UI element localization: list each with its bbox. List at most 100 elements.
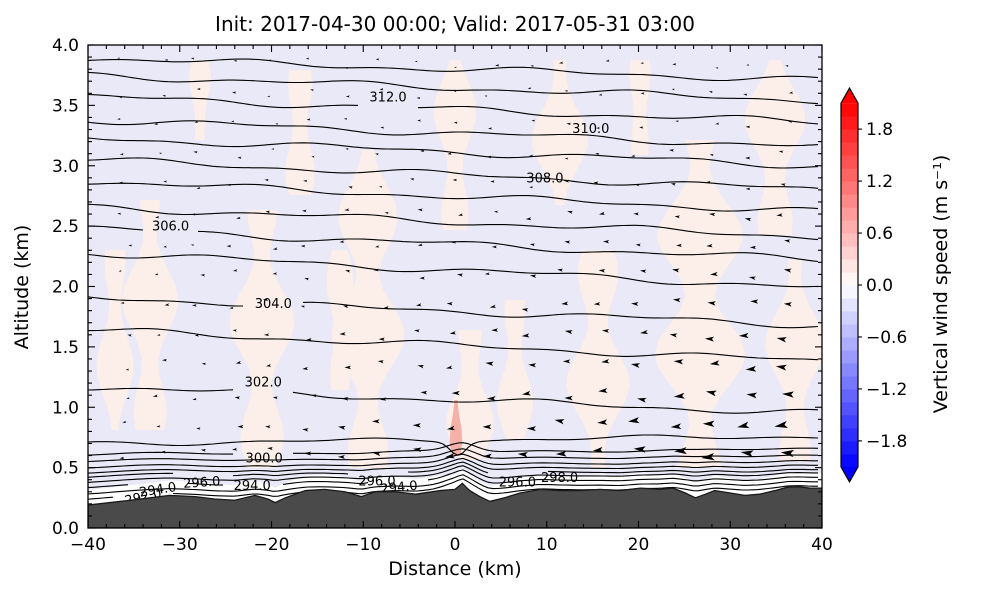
wind-arrow <box>709 154 714 157</box>
wind-arrow <box>272 272 278 275</box>
wind-arrow <box>234 396 241 400</box>
wind-arrow <box>746 392 758 399</box>
wind-arrow <box>562 359 571 364</box>
wind-arrow <box>192 397 197 401</box>
wind-arrow <box>566 122 571 126</box>
wind-arrow <box>521 308 529 312</box>
wind-arrow <box>345 95 350 98</box>
wind-arrow <box>375 153 379 156</box>
y-tick-label: 1.0 <box>52 398 79 418</box>
terrain-layer <box>88 482 822 528</box>
wind-arrow <box>640 62 644 64</box>
wind-arrow <box>674 215 680 219</box>
wind-arrow <box>453 121 458 124</box>
wind-arrow <box>710 271 718 277</box>
wind-arrow <box>564 90 569 92</box>
colorbar-segment <box>841 388 858 403</box>
x-tick-label: −10 <box>345 535 381 555</box>
contour-label: 306.0 <box>152 220 189 235</box>
wind-arrow <box>605 59 610 62</box>
theta-contour-309 <box>88 157 819 189</box>
wind-arrow <box>707 301 717 306</box>
wind-arrow <box>375 58 380 61</box>
wind-arrow <box>740 450 754 458</box>
wind-arrow <box>780 183 786 187</box>
wind-arrow <box>263 333 270 337</box>
updraft-streak <box>744 60 806 235</box>
wind-arrow <box>233 59 238 62</box>
wind-arrow <box>639 126 644 129</box>
x-tick-label: −20 <box>254 535 290 555</box>
theta-contour-292 <box>172 478 818 497</box>
wind-arrow <box>446 425 456 431</box>
wind-arrow <box>783 268 792 273</box>
wind-arrow <box>236 216 241 220</box>
wind-arrow <box>226 244 232 248</box>
theta-contour-296 <box>407 461 489 474</box>
updraft-streak <box>566 250 630 468</box>
wind-arrow <box>675 120 679 123</box>
wind-arrow <box>673 359 684 365</box>
wind-arrow <box>485 361 494 367</box>
wind-arrow <box>631 302 639 307</box>
theta-contour-304 <box>88 296 243 307</box>
wind-arrow <box>745 187 751 191</box>
theta-contour-307 <box>88 203 819 241</box>
wind-arrow <box>420 390 428 395</box>
shading-layer <box>88 45 822 528</box>
theta-contour-295 <box>88 465 818 483</box>
wind-arrow <box>784 239 791 243</box>
colorbar-segment <box>841 323 858 338</box>
wind-arrow <box>458 213 464 216</box>
colorbar-segment <box>841 116 858 130</box>
wind-arrow <box>637 397 647 403</box>
colorbar-segment <box>841 440 858 455</box>
theta-contour-312 <box>417 105 819 125</box>
wind-arrow <box>190 244 195 246</box>
wind-arrow <box>377 360 384 364</box>
wind-arrow <box>743 93 748 96</box>
colorbar-segment <box>841 310 858 325</box>
wind-arrow <box>201 362 207 366</box>
wind-arrow <box>268 59 272 62</box>
wind-arrow <box>232 91 237 94</box>
tick-label-layer: −40 −30 −20 −10 0 10 20 30 40 0.0 0.5 1.0 1.5 2.0 2.5 3… <box>52 36 833 555</box>
wind-arrow <box>117 117 121 120</box>
theta-contour-302 <box>292 391 819 414</box>
wind-arrow <box>237 156 242 159</box>
wind-arrow <box>484 95 488 97</box>
wind-arrow <box>194 334 200 337</box>
wind-arrow <box>378 186 383 188</box>
wind-arrow <box>669 333 678 338</box>
theta-contour-294 <box>187 482 224 486</box>
wind-arrow <box>705 390 717 397</box>
wind-arrow <box>235 360 242 364</box>
wind-arrow <box>343 117 348 120</box>
wind-arrow <box>640 92 645 95</box>
wind-arrow <box>486 396 496 401</box>
wind-arrow <box>598 269 606 273</box>
wind-arrow <box>529 274 537 278</box>
x-axis-label: Distance (km) <box>388 558 522 580</box>
updraft-streak <box>532 60 588 205</box>
wind-arrow <box>564 157 569 160</box>
wind-arrow <box>262 298 269 302</box>
wind-arrow <box>676 243 682 247</box>
wind-arrow <box>452 178 457 182</box>
wind-arrow <box>302 366 309 371</box>
wind-arrow <box>237 424 244 429</box>
wind-arrow <box>232 329 238 332</box>
wind-arrow <box>671 88 675 91</box>
y-tick-label: 0.0 <box>52 519 79 539</box>
wind-arrow <box>380 126 385 129</box>
wind-arrow <box>417 243 423 246</box>
theta-contour-299 <box>88 448 818 463</box>
wind-arrow <box>267 446 273 451</box>
wind-arrow <box>119 96 123 99</box>
wind-arrow <box>491 245 497 249</box>
wind-arrow <box>196 427 201 430</box>
wind-arrow <box>375 245 380 248</box>
wind-arrow <box>597 419 608 425</box>
wind-arrow <box>265 425 271 429</box>
theta-contour-298 <box>88 453 818 469</box>
